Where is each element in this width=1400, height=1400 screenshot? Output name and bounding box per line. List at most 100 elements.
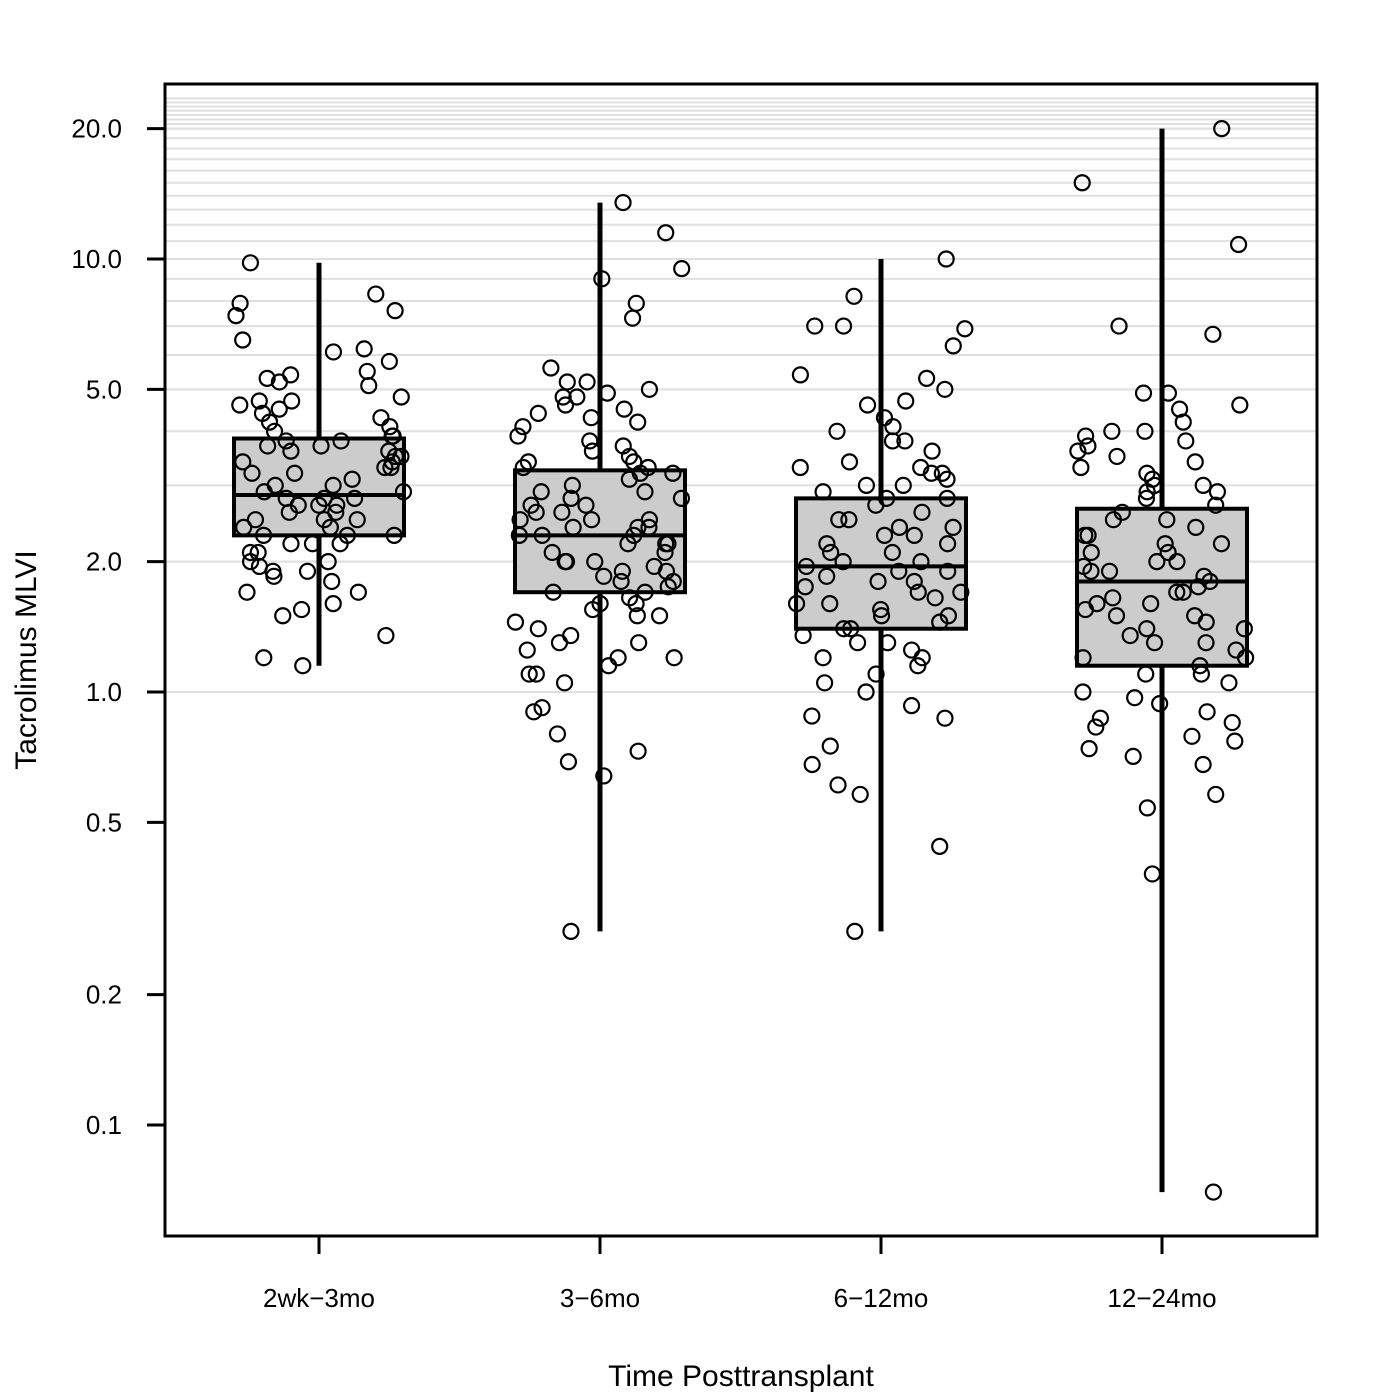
y-tick-label: 2.0 xyxy=(86,547,122,577)
data-point xyxy=(556,396,575,414)
data-point xyxy=(937,250,955,268)
data-point xyxy=(615,400,633,418)
data-point xyxy=(355,340,373,358)
data-point xyxy=(392,388,410,406)
data-point xyxy=(376,458,394,477)
data-point xyxy=(1103,422,1121,440)
data-point xyxy=(796,578,814,596)
data-point xyxy=(1191,657,1209,675)
data-point xyxy=(1204,325,1222,343)
data-point xyxy=(816,674,834,692)
data-point xyxy=(858,396,877,414)
grid-lines xyxy=(165,97,1317,693)
data-point xyxy=(656,543,674,562)
data-point xyxy=(1124,747,1142,766)
data-point xyxy=(1110,317,1128,335)
data-point xyxy=(939,562,957,580)
data-point xyxy=(797,557,815,576)
data-point xyxy=(857,683,875,701)
data-point xyxy=(514,418,532,436)
data-point xyxy=(543,543,561,562)
plot-frame xyxy=(163,82,1319,1238)
data-point xyxy=(1204,1183,1222,1201)
data-point xyxy=(903,641,921,659)
data-point xyxy=(385,526,403,544)
data-point xyxy=(514,458,532,477)
data-point xyxy=(506,613,525,631)
y-tick-label: 0.2 xyxy=(86,980,122,1010)
data-point xyxy=(562,626,580,645)
data-point xyxy=(241,254,260,272)
data-point xyxy=(1138,620,1156,638)
box-rect xyxy=(794,496,968,631)
data-point xyxy=(1104,511,1123,529)
data-point xyxy=(628,607,646,625)
data-point xyxy=(234,453,252,471)
data-point xyxy=(840,511,858,529)
data-point xyxy=(1198,703,1216,721)
data-point xyxy=(828,422,846,440)
data-point xyxy=(553,503,571,521)
data-point xyxy=(277,432,295,450)
data-point xyxy=(664,572,682,591)
data-point xyxy=(1231,396,1249,414)
data-point xyxy=(246,511,265,529)
y-tick-label: 0.5 xyxy=(86,807,122,837)
data-point xyxy=(1100,562,1119,580)
y-tick-label: 1.0 xyxy=(86,677,122,707)
data-point xyxy=(1077,427,1095,445)
data-point xyxy=(1126,689,1144,707)
data-point xyxy=(1229,235,1248,254)
data-point xyxy=(564,518,582,536)
data-point xyxy=(657,224,675,242)
data-point xyxy=(542,359,560,377)
data-point xyxy=(905,572,923,591)
data-point xyxy=(1087,718,1105,736)
data-point xyxy=(358,362,376,381)
y-tick-label: 5.0 xyxy=(86,374,122,404)
data-point xyxy=(282,535,300,553)
data-point xyxy=(1145,634,1164,652)
data-point xyxy=(509,427,527,445)
data-point xyxy=(883,543,901,562)
data-point xyxy=(384,427,402,445)
data-point xyxy=(254,526,273,544)
data-point xyxy=(532,483,550,501)
data-point xyxy=(923,442,941,460)
data-point xyxy=(894,476,912,495)
data-point xyxy=(544,583,562,601)
data-point xyxy=(377,626,395,645)
data-point xyxy=(1192,665,1210,683)
points-layer xyxy=(227,120,1255,1201)
data-point xyxy=(525,703,543,721)
data-point xyxy=(238,583,256,601)
data-point xyxy=(321,518,339,536)
data-point xyxy=(1151,695,1169,713)
data-point xyxy=(806,317,824,335)
data-point xyxy=(598,384,616,402)
data-point xyxy=(629,518,647,536)
data-point xyxy=(896,432,914,450)
data-point xyxy=(883,432,902,450)
data-point xyxy=(298,562,317,580)
data-point xyxy=(612,572,630,591)
data-point xyxy=(1136,422,1154,440)
data-point xyxy=(283,392,301,410)
data-point xyxy=(803,755,821,774)
data-point xyxy=(1212,535,1231,553)
data-point xyxy=(231,396,249,414)
data-point xyxy=(324,343,343,361)
data-point xyxy=(623,309,642,327)
data-point xyxy=(640,511,659,529)
data-point xyxy=(640,380,659,398)
data-point xyxy=(577,496,595,514)
data-point xyxy=(627,595,645,613)
data-point xyxy=(584,600,602,619)
data-point xyxy=(1108,447,1126,466)
data-point xyxy=(1074,649,1092,667)
data-point xyxy=(1207,496,1225,514)
data-point xyxy=(1069,442,1087,460)
data-point xyxy=(936,709,954,727)
data-point xyxy=(558,373,576,391)
box-rect xyxy=(513,468,687,595)
